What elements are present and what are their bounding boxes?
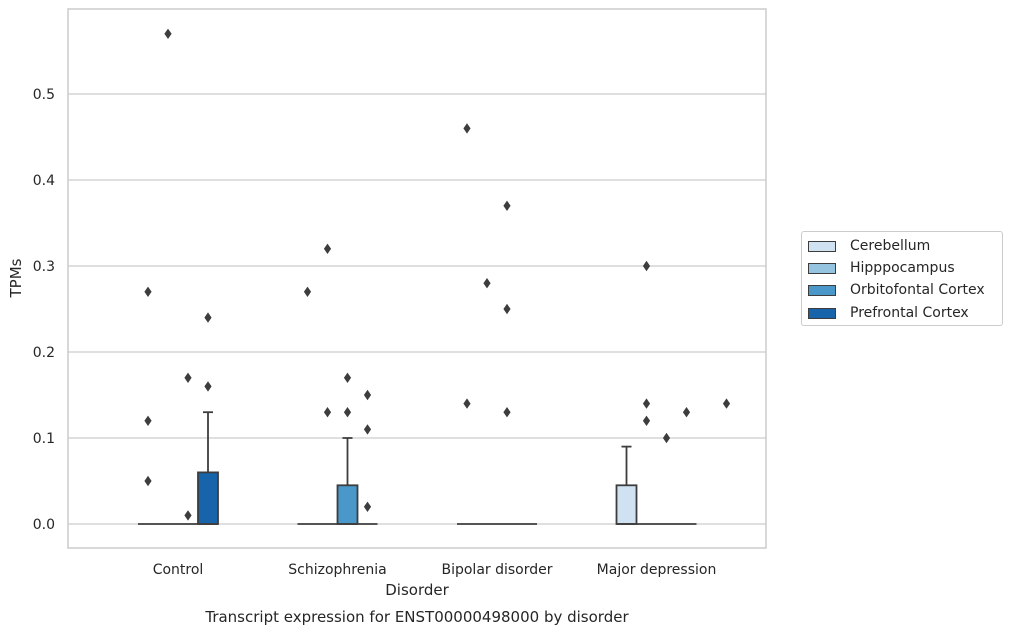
outlier-point [343,407,352,418]
box-groups [138,411,697,525]
legend-item-hippocampus: Hipppocampus [808,258,955,278]
outlier-point [184,372,192,383]
x-tick-label: Major depression [597,562,717,578]
outlier-point [722,398,731,409]
outlier-point [662,432,671,444]
outlier-point [164,28,172,39]
y-tick-label: 0.0 [33,517,55,533]
legend-label: Cerebellum [850,238,931,254]
x-tick-label: Schizophrenia [288,562,386,578]
outlier-point [204,381,212,392]
y-axis-label: TPMs [7,258,25,298]
legend-swatch [808,307,836,319]
outlier-point [642,415,651,426]
box-body [615,484,638,525]
outlier-point [144,286,152,297]
legend-swatch [808,284,836,296]
legend-item-prefrontal: Prefrontal Cortex [808,303,969,323]
y-tick-labels: 0.0 0.1 0.2 0.3 0.4 0.5 [33,87,55,533]
x-axis-label: Disorder [385,581,449,599]
legend: Cerebellum Hipppocampus Orbitofontal Cor… [801,231,1003,326]
outlier-point [463,123,471,134]
outlier-points [144,28,731,521]
y-tick-label: 0.5 [33,87,55,103]
outlier-point [303,286,312,297]
outlier-point [343,372,352,383]
x-tick-label: Control [153,562,204,578]
box-1-2 [336,437,359,525]
legend-label: Hipppocampus [850,260,955,276]
outlier-point [503,200,511,211]
x-tick-label: Bipolar disorder [441,562,552,578]
outlier-point [642,398,651,409]
outlier-point [144,475,152,487]
box-body [197,471,219,525]
legend-swatch [808,262,836,274]
box-0-3 [197,411,219,525]
y-tick-label: 0.2 [33,345,55,361]
outlier-point [682,407,691,418]
outlier-point [463,398,471,409]
box-3-0 [615,445,638,525]
legend-label: Prefrontal Cortex [850,305,969,321]
outlier-point [363,389,372,401]
outlier-point [204,312,212,323]
outlier-point [642,260,651,272]
box-body [336,484,359,525]
outlier-point [184,510,192,521]
outlier-point [323,243,332,254]
y-tick-label: 0.1 [33,431,55,447]
outlier-point [503,407,511,418]
y-tick-label: 0.3 [33,259,55,275]
x-tick-labels: Control Schizophrenia Bipolar disorder Majo… [153,562,717,578]
outlier-point [483,278,491,289]
outlier-point [363,501,372,512]
legend-swatch [808,240,836,252]
legend-item-cerebellum: Cerebellum [808,236,930,256]
outlier-point [363,424,372,435]
legend-label: Orbitofontal Cortex [850,282,985,298]
legend-item-orbitofrontal: Orbitofontal Cortex [808,280,985,300]
chart-title: Transcript expression for ENST0000049800… [204,608,629,626]
y-tick-label: 0.4 [33,173,55,189]
outlier-point [503,303,511,315]
outlier-point [144,415,152,426]
plot-area [67,8,767,549]
outlier-point [323,407,332,418]
